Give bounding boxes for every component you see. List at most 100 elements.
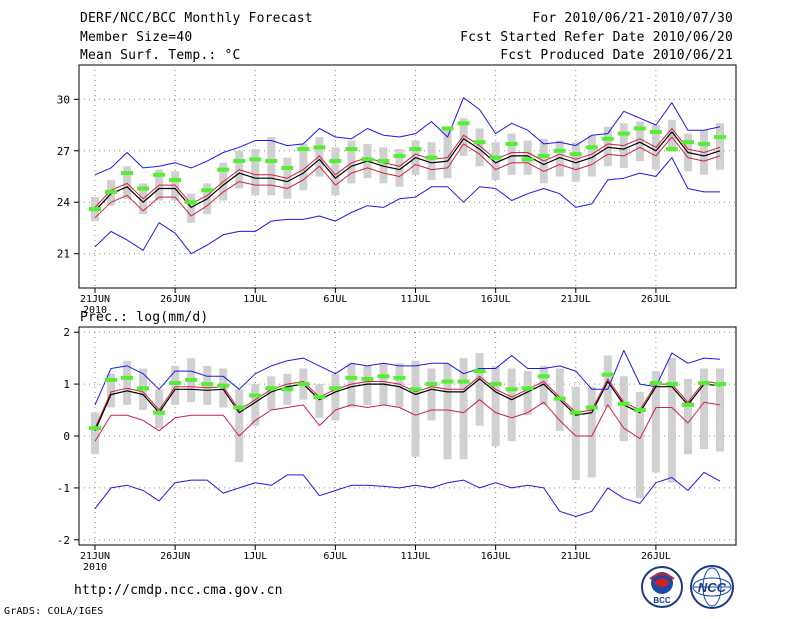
ensemble-spread-bar [171, 171, 180, 201]
ensemble-spread-bar [539, 365, 548, 405]
lower-line [94, 157, 720, 255]
ensemble-spread-bar [555, 140, 564, 177]
y-tick-label: 24 [57, 196, 71, 209]
ensemble-spread-bar [507, 368, 516, 442]
x-year-label: 2010 [83, 305, 107, 316]
ensemble-spread-bar [699, 368, 708, 449]
ensemble-spread-bar [171, 365, 180, 405]
ensemble-spread-bar [267, 137, 276, 196]
ensemble-spread-bar [187, 193, 196, 223]
upper-line [94, 97, 721, 176]
ensemble-spread-bar [331, 147, 340, 196]
ensemble-spread-bar [459, 118, 468, 156]
x-tick-label: 16JUL [481, 294, 511, 305]
source-url[interactable]: http://cmdp.ncc.cma.gov.cn [74, 583, 283, 598]
y-tick-label: 1 [63, 378, 70, 391]
ensemble-spread-bar [459, 358, 468, 460]
ensemble-spread-bar [251, 384, 260, 426]
ensemble-spread-bar [123, 166, 132, 199]
x-year-label: 2010 [83, 562, 107, 573]
forecast-period-label: For 2010/06/21-2010/07/30 [532, 11, 733, 26]
black_mean-line [94, 378, 721, 432]
y-tick-label: -1 [57, 482, 70, 495]
ensemble-spread-bar [491, 142, 500, 180]
y-tick-label: 21 [57, 248, 70, 261]
ensemble-spread-bar [427, 142, 436, 180]
ensemble-spread-bar [443, 363, 452, 460]
ensemble-spread-bar [123, 360, 132, 405]
ensemble-spread-bar [395, 149, 404, 187]
x-tick-label: 11JUL [400, 551, 430, 562]
y-tick-label: 27 [57, 145, 70, 158]
y-tick-label: 0 [63, 430, 70, 443]
y-tick-label: 2 [63, 326, 70, 339]
ncc-logo-text: NCC [698, 580, 727, 595]
ensemble-spread-bar [507, 133, 516, 175]
ensemble-spread-bar [716, 123, 724, 170]
ensemble-spread-bar [331, 373, 340, 421]
started-date-label: Fcst Started Refer Date 2010/06/20 [460, 30, 733, 45]
ensemble-spread-bar [251, 149, 260, 196]
bcc-logo-icon: BCC [641, 566, 683, 608]
ensemble-spread-bar [427, 368, 436, 421]
ensemble-spread-bar [587, 386, 596, 478]
ensemble-spread-bar [716, 368, 724, 452]
ensemble-spread-bar [603, 126, 612, 167]
bcc-logo-text: BCC [653, 596, 671, 605]
x-tick-label: 1JUL [243, 551, 267, 562]
x-tick-label: 26JUN [160, 551, 190, 562]
panel-temp: 21 24 27 30 21JUN 26JUN 1JUL 6JUL 11JUL 16JUL 21JU… [57, 64, 737, 316]
prec-panel-title: Prec.: log(mm/d) [80, 310, 209, 325]
black_mean-line [94, 131, 721, 212]
median-line [94, 136, 721, 219]
lower-line [94, 471, 721, 517]
y-tick-label: 30 [57, 93, 70, 106]
x-tick-label: 26JUL [641, 551, 671, 562]
ensemble-spread-bar [587, 135, 596, 177]
ensemble-spread-bar [363, 365, 372, 405]
x-tick-label: 21JUN [80, 294, 110, 305]
ensemble-spread-bar [683, 378, 692, 455]
ensemble-spread-bar [491, 365, 500, 447]
chart-title: DERF/NCC/BCC Monthly Forecast [80, 11, 313, 26]
ensemble-spread-bar [667, 119, 676, 151]
x-tick-label: 16JUL [481, 551, 511, 562]
ensemble-spread-bar [315, 384, 324, 418]
x-tick-label: 26JUL [641, 294, 671, 305]
member-size-label: Member Size=40 [80, 30, 193, 45]
ensemble-spread-bar [443, 128, 452, 179]
ensemble-spread-bar [267, 376, 276, 411]
ensemble-spread-bar [155, 389, 164, 429]
panel-prec: -2 -1 0 1 2 21JUN 26JUN 1JUL 6JUL 11JUL 16JUL 21JUL… [57, 326, 737, 573]
ensemble-spread-bar [315, 137, 324, 177]
ensemble-spread-bar [571, 142, 580, 182]
ensemble-spread-bar [475, 352, 484, 426]
ensemble-spread-bar [219, 368, 228, 408]
ensemble-spread-bar [235, 389, 244, 462]
ensemble-spread-bar [475, 128, 484, 167]
y-tick-label: -2 [57, 534, 70, 547]
ensemble-spread-bar [651, 371, 660, 473]
produced-date-label: Fcst Produced Date 2010/06/21 [500, 48, 733, 63]
x-tick-label: 21JUL [561, 294, 591, 305]
ensemble-spread-bar [347, 363, 356, 408]
variable-label: Mean Surf. Temp.: °C [80, 48, 241, 63]
logos: BCC NCC [641, 565, 734, 609]
ensemble-spread-bar [379, 147, 388, 184]
ensemble_mean-line [94, 375, 721, 429]
x-tick-label: 21JUN [80, 551, 110, 562]
x-tick-label: 6JUL [323, 551, 347, 562]
ensemble-spread-bar [107, 373, 116, 408]
median-line [94, 399, 721, 442]
ensemble-spread-bar [635, 391, 644, 499]
ensemble-spread-bar [523, 371, 532, 416]
ensemble-spread-bar [619, 376, 628, 442]
ensemble-spread-bar [411, 360, 420, 457]
x-tick-label: 21JUL [561, 551, 591, 562]
ncc-logo-icon: NCC [690, 565, 734, 609]
grads-credit: GrADS: COLA/IGES [4, 606, 104, 617]
ensemble-spread-bar [667, 358, 676, 483]
ensemble-spread-bar [395, 363, 404, 408]
x-tick-label: 11JUL [400, 294, 430, 305]
